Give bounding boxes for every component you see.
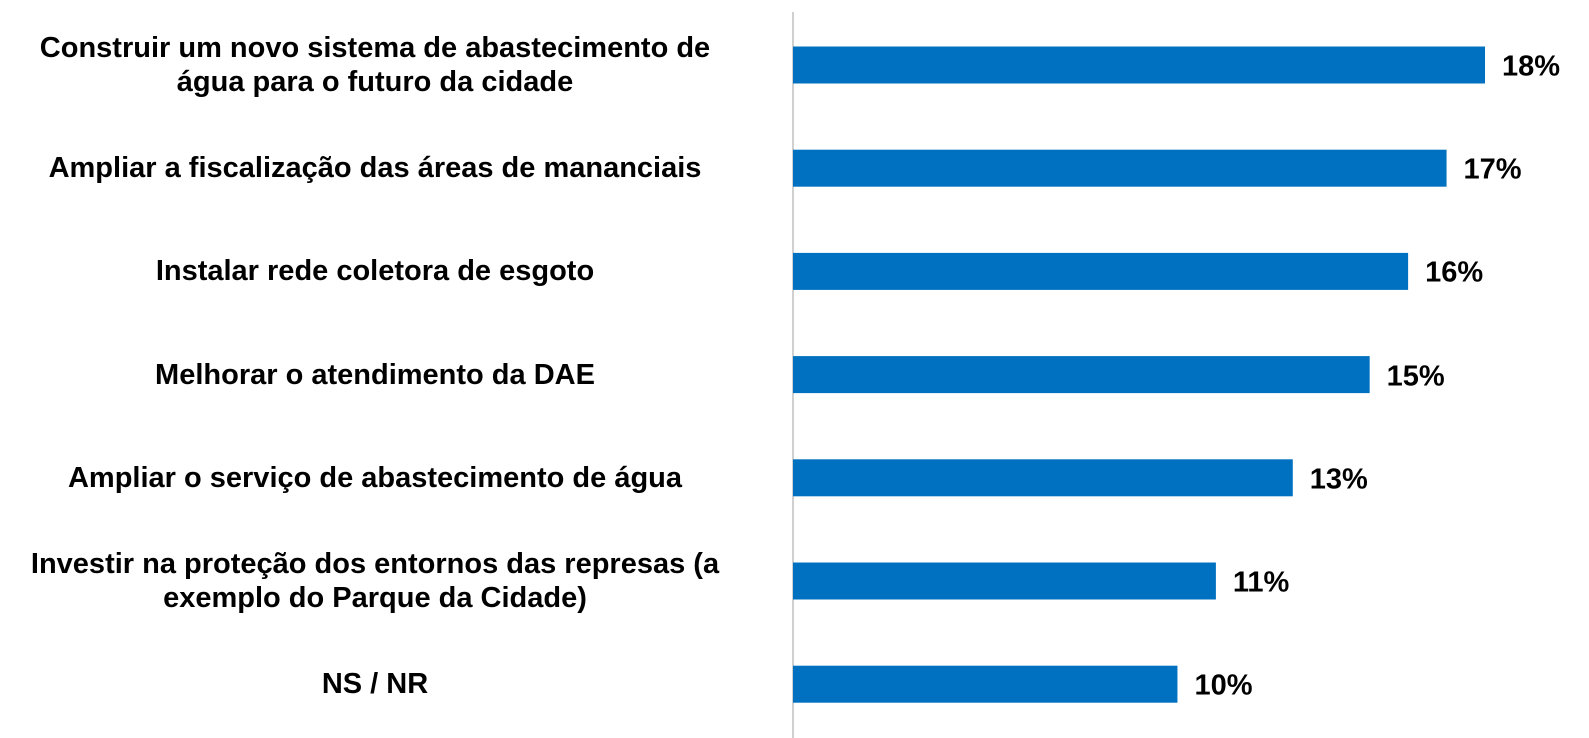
- bar: [793, 149, 1447, 187]
- value-label: 10%: [1194, 669, 1253, 702]
- category-label: Ampliar o serviço de abastecimento de ág…: [67, 461, 683, 494]
- value-label: 13%: [1309, 463, 1368, 496]
- category-label: Instalar rede coletora de esgoto: [155, 255, 595, 288]
- category-label: Melhorar o atendimento da DAE: [155, 358, 595, 391]
- value-label: 17%: [1463, 153, 1522, 186]
- bar: [793, 562, 1216, 600]
- bar: [793, 459, 1293, 497]
- bar: [793, 356, 1370, 394]
- value-label: 11%: [1232, 566, 1290, 599]
- value-label: 18%: [1502, 50, 1561, 83]
- bar: [793, 252, 1409, 290]
- value-label: 16%: [1425, 256, 1484, 289]
- category-label: Construir um novo sistema de abastecimen…: [39, 32, 711, 98]
- category-label: Ampliar a fiscalização das áreas de mana…: [48, 152, 702, 185]
- category-label: NS / NR: [321, 668, 429, 701]
- category-label: Investir na proteção dos entornos das re…: [30, 548, 720, 614]
- bar: [793, 46, 1485, 84]
- value-label: 15%: [1386, 360, 1445, 393]
- bar: [793, 665, 1178, 703]
